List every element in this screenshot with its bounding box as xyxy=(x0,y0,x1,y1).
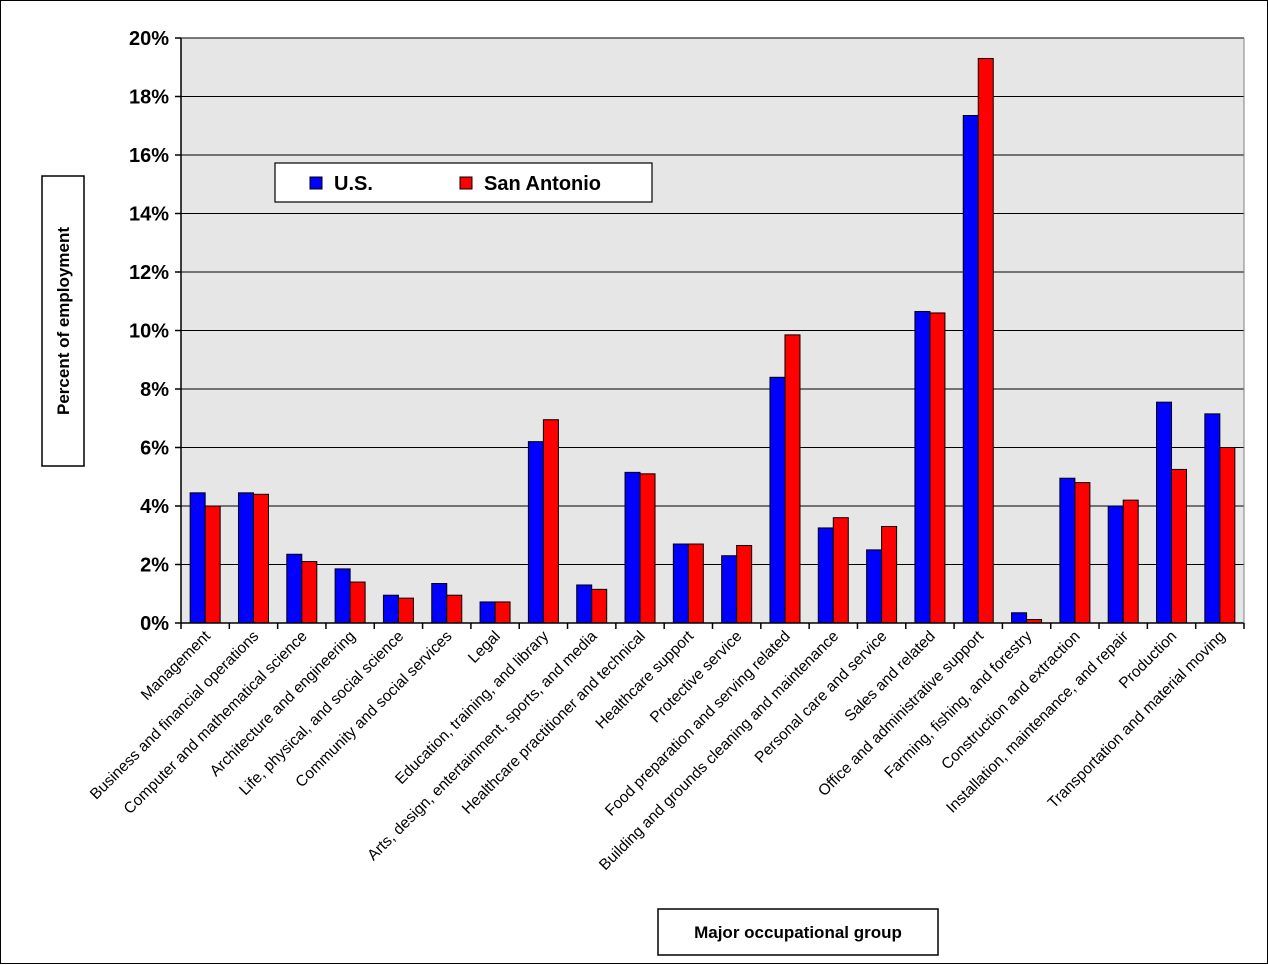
bar-san-antonio xyxy=(1074,482,1091,624)
bar-san-antonio xyxy=(784,334,801,624)
bar-san-antonio xyxy=(736,544,753,624)
axes: 0% 2% 4% 6% 8% 10% 12% 14% 16% 18% 20% xyxy=(129,28,1245,635)
y-tick-label: 14% xyxy=(129,204,169,226)
bar-san-antonio xyxy=(204,505,221,624)
bar-san-antonio xyxy=(397,597,414,624)
y-axis-title: Percent of employment xyxy=(54,227,73,415)
bar-san-antonio xyxy=(446,594,463,624)
plot-area xyxy=(181,37,1244,623)
bar-us xyxy=(817,527,834,624)
y-tick-label: 10% xyxy=(129,321,169,343)
y-axis-title-box: Percent of employment xyxy=(41,175,85,467)
bar-san-antonio xyxy=(252,493,269,624)
bar-us xyxy=(914,310,931,624)
bar-us xyxy=(1204,413,1221,624)
legend: U.S. San Antonio xyxy=(274,162,653,203)
x-tick-label: Sales and related xyxy=(841,628,938,725)
y-tick-label: 8% xyxy=(140,379,169,401)
bar-us xyxy=(286,553,303,624)
y-tick-label: 16% xyxy=(129,145,169,167)
bar-san-antonio xyxy=(494,601,511,624)
bar-us xyxy=(189,492,206,624)
bar-us xyxy=(382,594,399,624)
bar-us xyxy=(1059,477,1076,624)
bar-us xyxy=(1156,401,1173,624)
bar-san-antonio xyxy=(1219,447,1236,624)
x-tick-label: Legal xyxy=(465,628,504,667)
y-tick-label: 20% xyxy=(129,28,169,50)
bar-us xyxy=(769,376,786,624)
bar-us xyxy=(1011,612,1028,624)
x-tick-label: Installation, maintenance, and repair xyxy=(943,628,1132,817)
legend-label-san-antonio: San Antonio xyxy=(484,173,601,195)
bar-san-antonio xyxy=(977,57,994,624)
bar-us xyxy=(479,601,496,624)
y-tick-label: 4% xyxy=(140,496,169,518)
bar-san-antonio xyxy=(301,561,318,624)
x-axis-title-box: Major occupational group xyxy=(657,908,939,956)
legend-swatch-us xyxy=(309,176,323,190)
y-tick-label: 18% xyxy=(129,87,169,109)
bar-san-antonio xyxy=(832,517,849,624)
bar-san-antonio xyxy=(349,581,366,624)
bar-us xyxy=(527,441,544,624)
bar-us xyxy=(962,115,979,624)
bar-us xyxy=(334,568,351,624)
bar-san-antonio xyxy=(881,525,898,624)
bar-us xyxy=(237,492,254,624)
bar-us xyxy=(721,555,738,624)
x-tick-label: Arts, design, entertainment, sports, and… xyxy=(364,628,600,864)
bar-series-group xyxy=(189,57,1236,624)
bar-us xyxy=(1107,505,1124,624)
bar-us xyxy=(431,583,448,624)
y-tick-label: 2% xyxy=(140,555,169,577)
bar-san-antonio xyxy=(1122,499,1139,624)
bar-san-antonio xyxy=(591,588,608,624)
x-tick-label: Transportation and material moving xyxy=(1045,628,1229,812)
bar-us xyxy=(866,549,883,624)
x-tick-label: Protective service xyxy=(647,628,746,727)
legend-swatch-san-antonio xyxy=(459,176,473,190)
bar-san-antonio xyxy=(1171,468,1188,624)
legend-label-us: U.S. xyxy=(334,173,373,195)
bar-us xyxy=(576,584,593,624)
x-tick-label: Computer and mathematical science xyxy=(121,628,311,818)
x-axis-title: Major occupational group xyxy=(694,923,902,942)
bar-san-antonio xyxy=(639,473,656,624)
y-tick-label: 6% xyxy=(140,438,169,460)
y-tick-label: 12% xyxy=(129,262,169,284)
bar-san-antonio xyxy=(542,419,559,624)
bar-us xyxy=(672,543,689,624)
bar-san-antonio xyxy=(687,543,704,624)
bar-us xyxy=(624,471,641,624)
y-tick-label: 0% xyxy=(140,613,169,635)
bar-san-antonio xyxy=(929,312,946,624)
